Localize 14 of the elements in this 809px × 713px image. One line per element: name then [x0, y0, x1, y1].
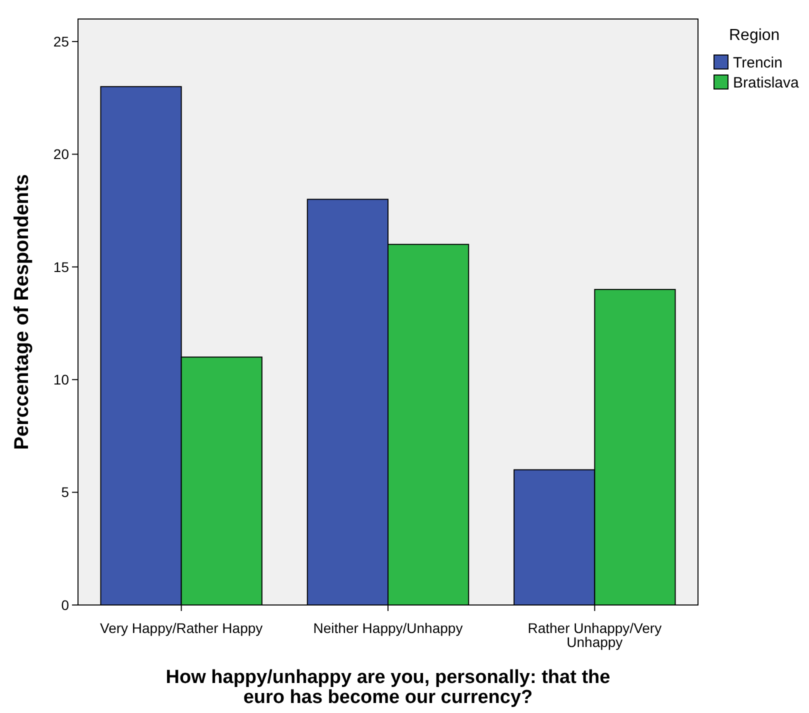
x-tick-label: Rather Unhappy/Very Unhappy	[528, 620, 662, 650]
x-tick-label: Very Happy/Rather Happy	[100, 620, 263, 636]
y-tick-label: 10	[53, 372, 70, 388]
legend-label: Bratislava	[733, 74, 800, 92]
y-tick-label: 20	[53, 146, 70, 162]
y-axis-title: Perccentage of Respondents	[11, 174, 33, 450]
x-axis-title: How happy/unhappy are you, personally: that the euro has become our currency?	[166, 667, 610, 708]
y-tick-label: 5	[61, 484, 70, 500]
legend-label: Trencin	[733, 54, 782, 72]
legend-title: Region	[729, 27, 780, 44]
y-tick-label: 15	[53, 258, 70, 275]
y-tick-label: 25	[53, 33, 70, 50]
x-tick-label: Neither Happy/Unhappy	[313, 620, 463, 636]
y-tick-label: 0	[61, 596, 70, 613]
